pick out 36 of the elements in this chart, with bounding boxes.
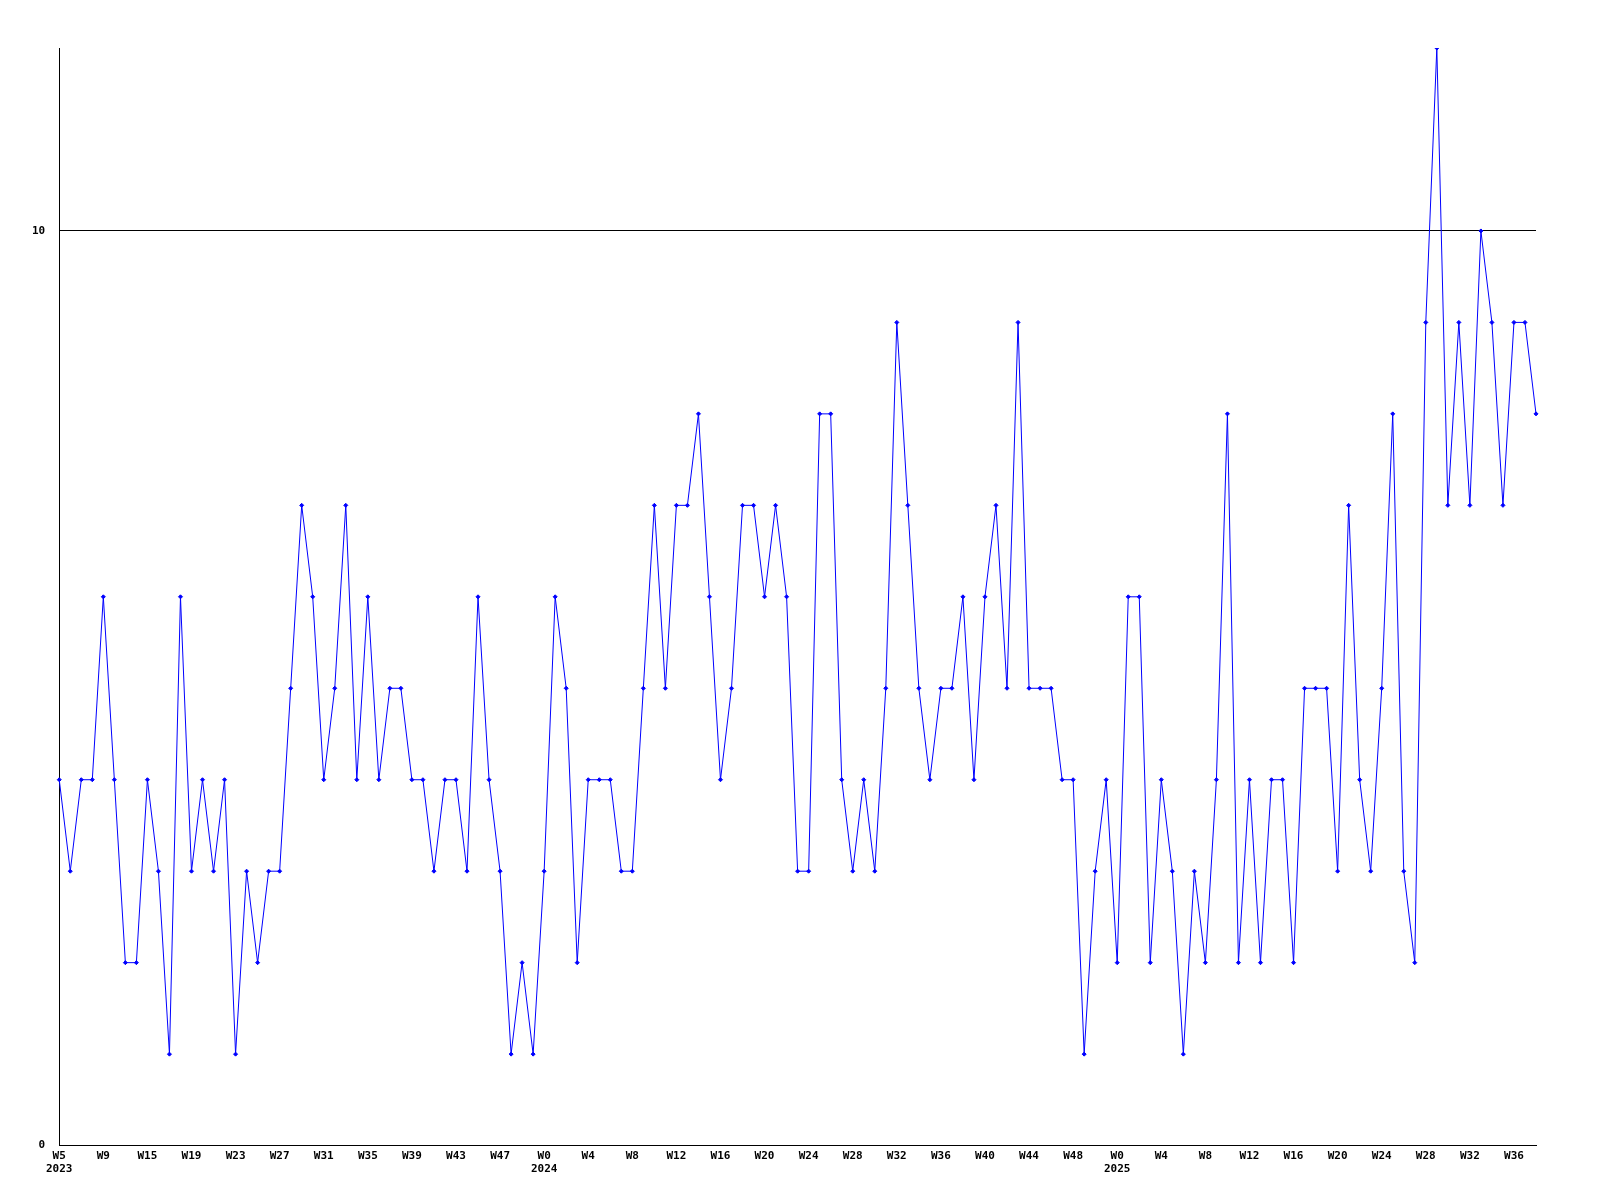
x-tick-label: W19 <box>181 1149 202 1163</box>
x-tick-label: W9 <box>96 1149 110 1163</box>
x-tick-label: W16 <box>1283 1149 1304 1163</box>
x-tick-label: W32 <box>886 1149 907 1163</box>
x-tick-label: W39 <box>401 1149 422 1163</box>
x-tick-label: W28 <box>1415 1149 1436 1163</box>
x-tick-label: W8 <box>1198 1149 1213 1163</box>
x-tick-label: W43 <box>446 1149 466 1163</box>
y-tick-label: 0 <box>38 1138 46 1152</box>
x-tick-label: W28 <box>842 1149 863 1163</box>
x-tick-label: W4 <box>1154 1149 1169 1163</box>
x-tick-label: W5 2023 <box>46 1149 73 1176</box>
y-tick-label: 10 <box>32 223 46 237</box>
x-tick-label: W24 <box>1371 1149 1393 1163</box>
x-tick-label: W35 <box>357 1149 378 1163</box>
x-tick-label: W20 <box>1327 1149 1348 1163</box>
x-tick-label: W20 <box>754 1149 775 1163</box>
x-tick-label: W0 2025 <box>1103 1149 1131 1176</box>
x-tick-label: W15 <box>137 1149 158 1163</box>
x-tick-label: W4 <box>581 1149 596 1163</box>
x-tick-label: W0 2024 <box>530 1149 558 1176</box>
x-tick-label: W12 <box>1239 1149 1260 1163</box>
x-tick-label: W48 <box>1063 1149 1084 1163</box>
x-tick-label: W40 <box>975 1149 995 1163</box>
x-tick-label: W16 <box>710 1149 731 1163</box>
x-tick-label: W44 <box>1019 1149 1040 1163</box>
x-tick-label: W47 <box>490 1149 510 1163</box>
x-tick-label: W12 <box>666 1149 687 1163</box>
x-tick-label: W23 <box>225 1149 246 1163</box>
x-tick-label: W24 <box>798 1149 819 1163</box>
x-tick-label: W36 <box>1504 1149 1525 1163</box>
x-tick-label: W31 <box>313 1149 335 1163</box>
x-tick-label: W8 <box>625 1149 639 1163</box>
x-tick-label: W32 <box>1459 1149 1480 1163</box>
x-tick-label: W27 <box>269 1149 290 1163</box>
x-tick-label: W36 <box>930 1149 952 1163</box>
